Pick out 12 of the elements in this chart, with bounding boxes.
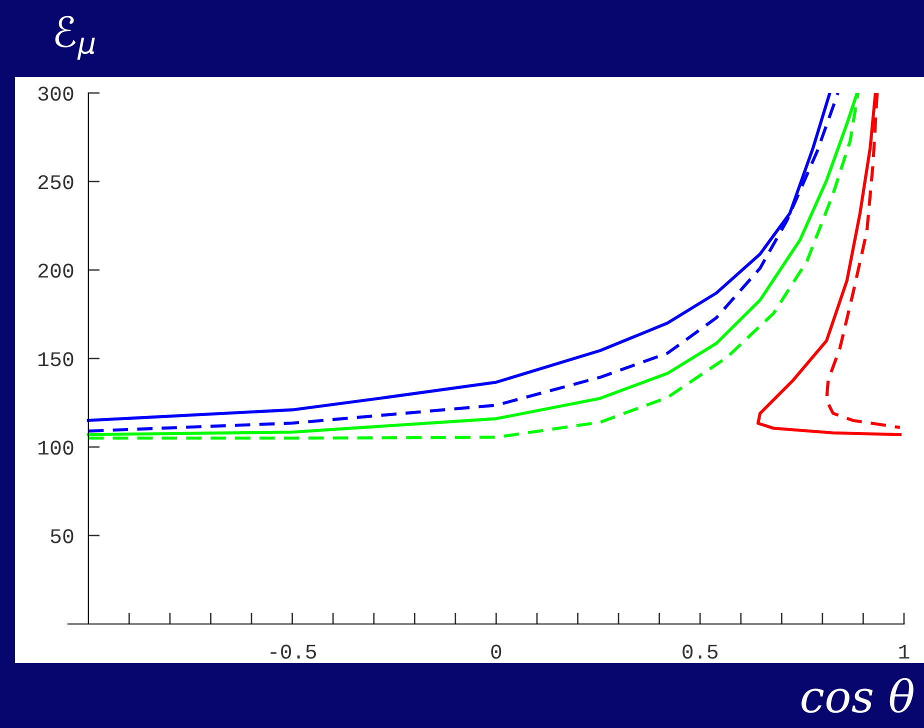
y-tick-label: 250 — [38, 175, 74, 190]
y-tick-label: 50 — [50, 529, 74, 544]
x-tick-label: 1 — [899, 644, 910, 659]
y-tick-label: 300 — [38, 86, 74, 101]
x-tick-label: 0.5 — [682, 644, 718, 659]
x-axis-title: cos θ — [802, 678, 914, 713]
x-tick-label: -0.5 — [270, 644, 316, 659]
y-tick-label: 150 — [38, 352, 74, 366]
y-tick-label: 100 — [38, 440, 74, 455]
y-tick-label: 200 — [38, 264, 74, 278]
x-tick-label: 0 — [491, 644, 502, 659]
y-axis-title: ℰ$_{μ}$ — [55, 16, 95, 60]
